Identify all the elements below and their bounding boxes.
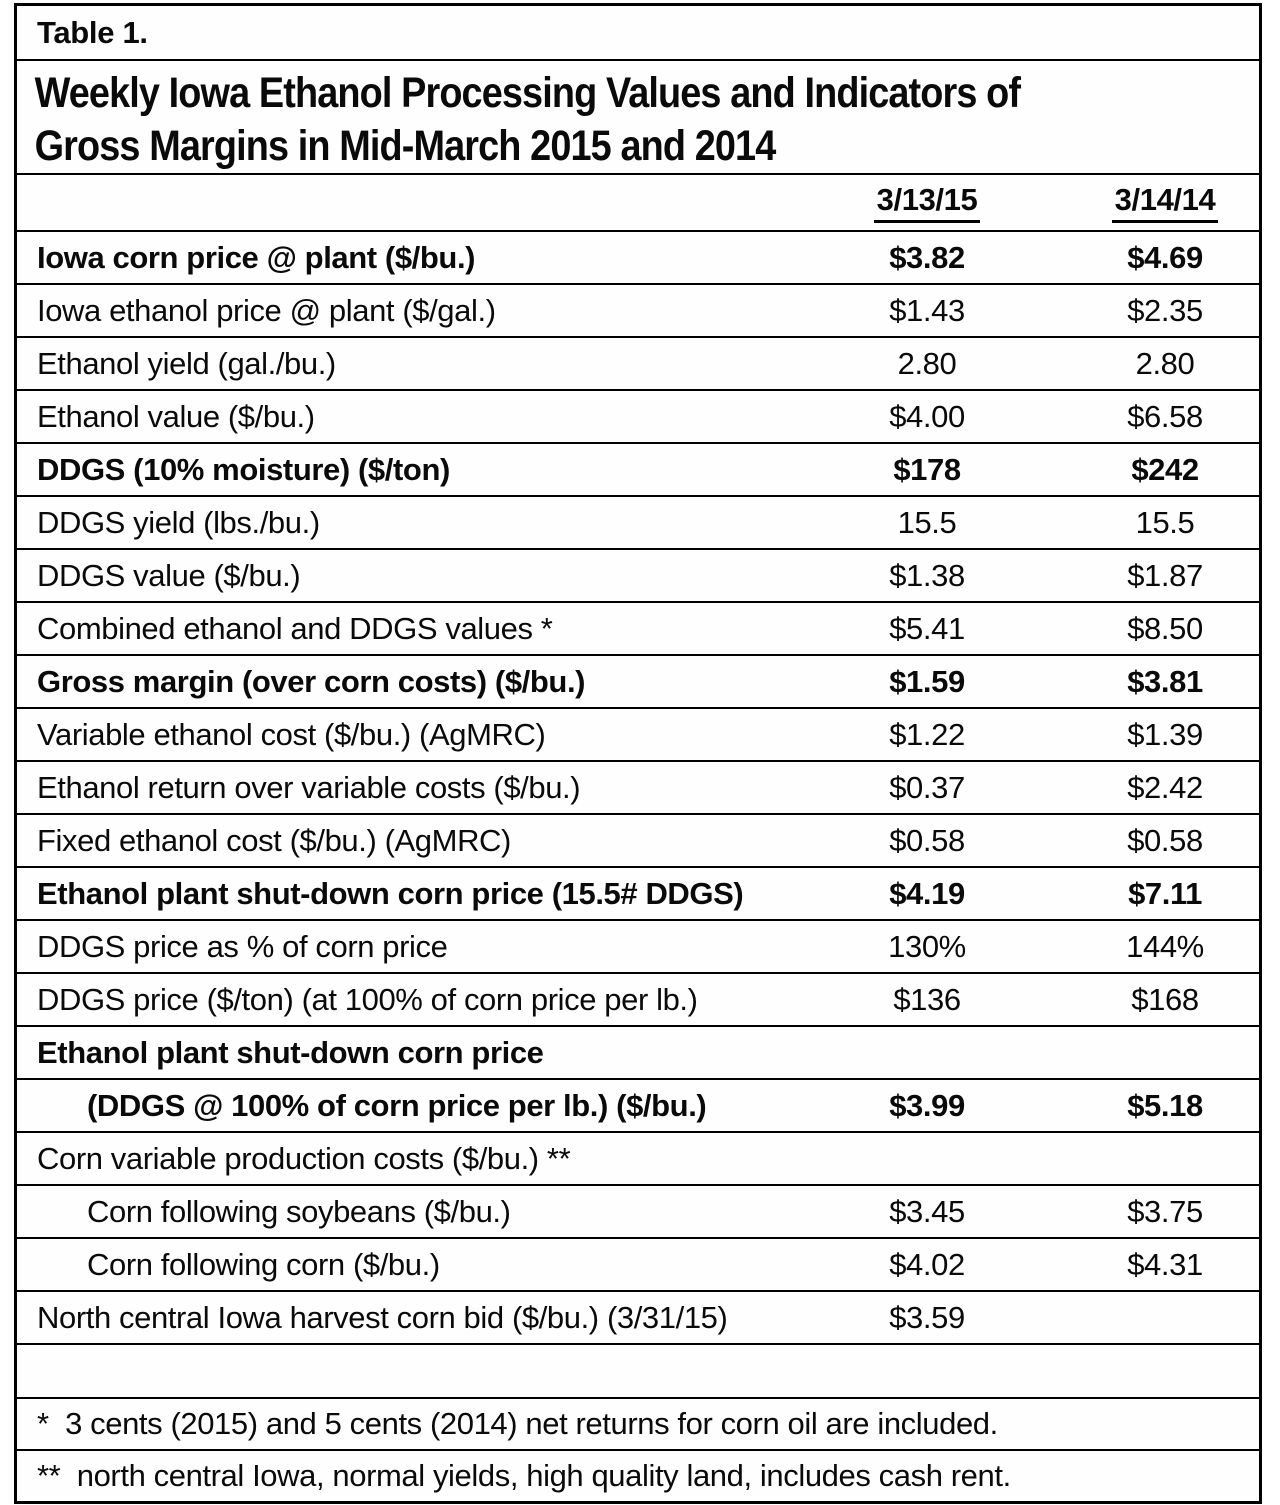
table-row: Corn variable production costs ($/bu.) *… (17, 1131, 1259, 1184)
table-row: Iowa ethanol price @ plant ($/gal.) $1.43… (17, 283, 1259, 336)
table-row: Corn following soybeans ($/bu.) $3.45 $3.7… (17, 1184, 1259, 1237)
value-2015: $0.37 (889, 769, 965, 805)
value-2014: $3.81 (1127, 663, 1203, 699)
row-label: North central Iowa harvest corn bid ($/b… (37, 1299, 728, 1335)
value-2015: $4.02 (889, 1246, 965, 1282)
value-2014: $4.31 (1127, 1246, 1203, 1282)
value-2015: $4.19 (889, 875, 965, 911)
value-2015: 15.5 (897, 504, 957, 540)
value-2014: $3.75 (1127, 1193, 1203, 1229)
row-label: Ethanol yield (gal./bu.) (37, 345, 336, 381)
value-2015: 130% (888, 928, 966, 964)
row-label: Corn following corn ($/bu.) (87, 1246, 440, 1282)
value-2014: 15.5 (1135, 504, 1195, 540)
table-row: Iowa corn price @ plant ($/bu.) $3.82 $4.6… (17, 230, 1259, 283)
table-title-line-2: Gross Margins in Mid-March 2015 and 2014 (34, 122, 777, 170)
row-label: DDGS price as % of corn price (37, 928, 448, 964)
table-header-row: 3/13/15 3/14/14 (17, 173, 1259, 230)
column-header-2015-label: 3/13/15 (873, 182, 981, 223)
value-2015: 2.80 (897, 345, 957, 381)
column-header-2014: 3/14/14 (1072, 182, 1258, 223)
value-2015: $1.38 (889, 557, 965, 593)
value-2015: $4.00 (889, 398, 965, 434)
table-caption-row: Table 1. (17, 6, 1259, 59)
value-2014: $5.18 (1127, 1087, 1203, 1123)
row-label: Fixed ethanol cost ($/bu.) (AgMRC) (37, 822, 511, 858)
table-row: DDGS price as % of corn price 130% 144% (17, 919, 1259, 972)
table-row: Ethanol return over variable costs ($/bu… (17, 760, 1259, 813)
table-row: Ethanol yield (gal./bu.) 2.80 2.80 (17, 336, 1259, 389)
value-2014: $8.50 (1127, 610, 1203, 646)
footnote-row-2: ** north central Iowa, normal yields, hi… (17, 1449, 1259, 1501)
value-2015: $3.59 (889, 1299, 965, 1335)
row-label: DDGS (10% moisture) ($/ton) (37, 451, 450, 487)
value-2015: $1.43 (889, 292, 965, 328)
value-2015: $3.82 (889, 239, 965, 275)
row-label: Variable ethanol cost ($/bu.) (AgMRC) (37, 716, 546, 752)
table-row: DDGS yield (lbs./bu.) 15.5 15.5 (17, 495, 1259, 548)
row-label: DDGS value ($/bu.) (37, 557, 301, 593)
value-2014: $168 (1131, 981, 1199, 1017)
column-header-2014-label: 3/14/14 (1111, 182, 1219, 223)
table-empty-row (17, 1343, 1259, 1397)
table-title-line-1: Weekly Iowa Ethanol Processing Values an… (34, 69, 1021, 117)
table-row: DDGS value ($/bu.) $1.38 $1.87 (17, 548, 1259, 601)
value-2014: $2.42 (1127, 769, 1203, 805)
row-label: Combined ethanol and DDGS values * (37, 610, 553, 646)
table-row: North central Iowa harvest corn bid ($/b… (17, 1290, 1259, 1343)
table-title-row: Weekly Iowa Ethanol Processing Values an… (17, 59, 1259, 173)
footnote-single-asterisk: * 3 cents (2015) and 5 cents (2014) net … (37, 1406, 998, 1441)
table-row: DDGS price ($/ton) (at 100% of corn pric… (17, 972, 1259, 1025)
value-2014: 144% (1126, 928, 1204, 964)
row-label: Ethanol return over variable costs ($/bu… (37, 769, 581, 805)
table-row: Fixed ethanol cost ($/bu.) (AgMRC) $0.58 $… (17, 813, 1259, 866)
table-caption: Table 1. (37, 14, 148, 50)
row-label: Corn variable production costs ($/bu.) *… (37, 1140, 571, 1176)
value-2015: $1.59 (889, 663, 965, 699)
value-2014: $7.11 (1128, 875, 1202, 911)
value-2014: $1.39 (1127, 716, 1203, 752)
value-2014: 2.80 (1135, 345, 1195, 381)
table-row: Combined ethanol and DDGS values * $5.41 $… (17, 601, 1259, 654)
value-2015: $5.41 (889, 610, 965, 646)
row-label: DDGS yield (lbs./bu.) (37, 504, 320, 540)
table-row: (DDGS @ 100% of corn price per lb.) ($/b… (17, 1078, 1259, 1131)
value-2015: $3.99 (889, 1087, 965, 1123)
row-label: Gross margin (over corn costs) ($/bu.) (37, 663, 586, 699)
ethanol-processing-table: Table 1. Weekly Iowa Ethanol Processing … (14, 3, 1262, 1504)
table-row: Ethanol plant shut-down corn price (15.5… (17, 866, 1259, 919)
table-row: Corn following corn ($/bu.) $4.02 $4.31 (17, 1237, 1259, 1290)
value-2014: $1.87 (1127, 557, 1203, 593)
row-label: Iowa corn price @ plant ($/bu.) (37, 239, 476, 275)
value-2015: $1.22 (889, 716, 965, 752)
value-2014: $2.35 (1127, 292, 1203, 328)
table-row: Ethanol plant shut-down corn price (17, 1025, 1259, 1078)
table-row: DDGS (10% moisture) ($/ton) $178 $242 (17, 442, 1259, 495)
row-label: (DDGS @ 100% of corn price per lb.) ($/b… (87, 1087, 707, 1123)
row-label: DDGS price ($/ton) (at 100% of corn pric… (37, 981, 698, 1017)
column-header-2015: 3/13/15 (787, 182, 1067, 223)
table-row: Variable ethanol cost ($/bu.) (AgMRC) $1.… (17, 707, 1259, 760)
value-2014: $6.58 (1127, 398, 1203, 434)
row-label: Ethanol plant shut-down corn price (15.5… (37, 875, 744, 911)
footnote-row-1: * 3 cents (2015) and 5 cents (2014) net … (17, 1397, 1259, 1449)
value-2014: $242 (1131, 451, 1199, 487)
value-2014: $4.69 (1127, 239, 1203, 275)
table-row: Gross margin (over corn costs) ($/bu.) $1… (17, 654, 1259, 707)
value-2014: $0.58 (1127, 822, 1203, 858)
value-2015: $136 (893, 981, 961, 1017)
row-label: Iowa ethanol price @ plant ($/gal.) (37, 292, 496, 328)
table-row: Ethanol value ($/bu.) $4.00 $6.58 (17, 389, 1259, 442)
value-2015: $3.45 (889, 1193, 965, 1229)
row-label: Ethanol value ($/bu.) (37, 398, 315, 434)
table-body: Iowa corn price @ plant ($/bu.) $3.82 $4.6… (17, 230, 1259, 1397)
value-2015: $0.58 (889, 822, 965, 858)
footnote-double-asterisk: ** north central Iowa, normal yields, hi… (37, 1458, 1011, 1493)
value-2015: $178 (893, 451, 961, 487)
row-label: Ethanol plant shut-down corn price (37, 1034, 544, 1070)
row-label: Corn following soybeans ($/bu.) (87, 1193, 511, 1229)
